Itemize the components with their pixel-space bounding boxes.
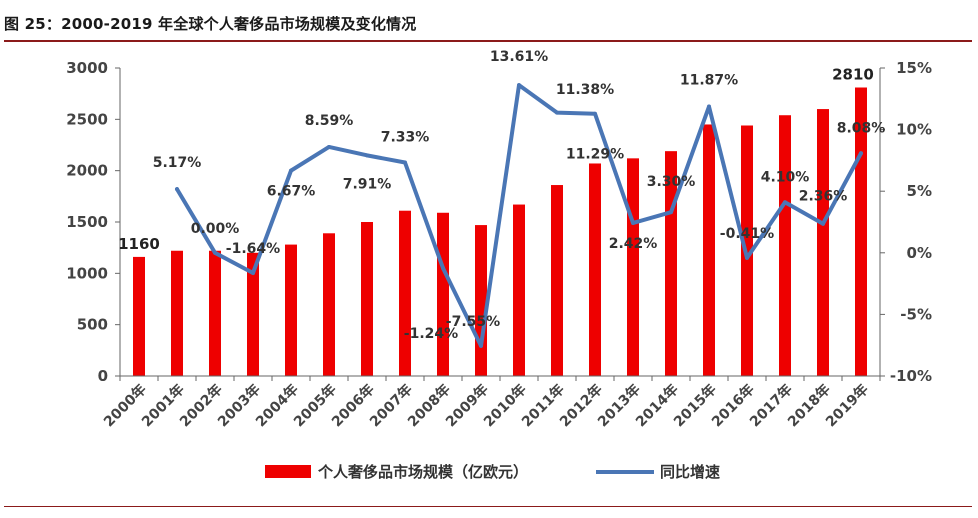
left-tick-label-3: 1500 xyxy=(66,213,108,231)
left-tick-label-2: 1000 xyxy=(66,264,108,282)
growth-point-18 xyxy=(821,221,825,226)
left-tick-label-5: 2500 xyxy=(66,110,108,128)
footer-rule xyxy=(4,506,972,507)
growth-point-12 xyxy=(593,111,597,116)
growth-point-9 xyxy=(479,343,483,348)
right-tick-label-3: 5% xyxy=(907,182,932,200)
bar-15 xyxy=(703,124,715,376)
legend-label-line: 同比增速 xyxy=(660,463,720,481)
right-tick-label-1: -5% xyxy=(900,305,932,323)
figure-title: 图 25：2000-2019 年全球个人奢侈品市场规模及变化情况 xyxy=(4,15,417,33)
growth-label-17: 4.10% xyxy=(761,169,810,185)
growth-point-5 xyxy=(327,144,331,149)
growth-point-6 xyxy=(365,153,369,158)
legend-label-bar: 个人奢侈品市场规模（亿欧元） xyxy=(317,463,528,481)
growth-point-11 xyxy=(555,110,559,115)
growth-point-1 xyxy=(175,187,179,192)
growth-point-3 xyxy=(251,271,255,276)
left-tick-label-4: 2000 xyxy=(66,162,108,180)
growth-point-17 xyxy=(783,200,787,205)
growth-label-1: 5.17% xyxy=(153,155,202,171)
bar-label-19: 2810 xyxy=(832,66,874,84)
growth-label-9: -7.55% xyxy=(446,314,500,330)
growth-label-3: -1.64% xyxy=(226,241,280,257)
growth-label-4: 6.67% xyxy=(267,184,316,200)
growth-label-8: -1.24% xyxy=(404,326,458,342)
bar-5 xyxy=(323,233,335,376)
right-tick-label-4: 10% xyxy=(896,121,932,139)
bar-8 xyxy=(437,212,449,376)
growth-point-15 xyxy=(707,104,711,109)
growth-label-16: -0.41% xyxy=(720,226,774,242)
growth-label-14: 3.30% xyxy=(647,174,696,190)
growth-point-7 xyxy=(403,160,407,165)
left-tick-label-6: 3000 xyxy=(66,59,108,77)
growth-point-19 xyxy=(859,151,863,156)
legend-swatch-bar xyxy=(265,465,311,478)
x-tick-label-19: 2019年 xyxy=(822,381,871,430)
growth-point-10 xyxy=(517,83,521,88)
bar-18 xyxy=(817,109,829,377)
growth-point-4 xyxy=(289,168,293,173)
growth-point-2 xyxy=(213,250,217,255)
bar-label-0: 1160 xyxy=(118,235,160,253)
growth-label-15: 11.87% xyxy=(680,73,738,89)
labels-layer: 5.17% 0.00% -1.64% 6.67% 8.59% 7.91% 7.33% -1.2… xyxy=(118,49,885,342)
growth-point-8 xyxy=(441,266,445,271)
bar-7 xyxy=(399,210,411,376)
bar-13 xyxy=(627,158,639,376)
bar-2 xyxy=(209,250,221,376)
bar-11 xyxy=(551,185,563,376)
bar-3 xyxy=(247,252,259,376)
growth-label-19: 8.08% xyxy=(837,120,886,136)
bar-17 xyxy=(779,115,791,376)
growth-label-10: 13.61% xyxy=(490,49,548,65)
bar-12 xyxy=(589,163,601,376)
growth-label-6: 7.91% xyxy=(343,176,392,192)
left-tick-label-1: 500 xyxy=(77,316,108,334)
bar-0 xyxy=(133,256,145,376)
growth-label-11: 11.38% xyxy=(556,82,614,98)
growth-label-2: 0.00% xyxy=(191,221,240,237)
right-tick-label-5: 15% xyxy=(896,59,932,77)
growth-point-13 xyxy=(631,220,635,225)
growth-label-12: 11.29% xyxy=(566,147,624,163)
bar-6 xyxy=(361,222,373,376)
title-rule xyxy=(4,40,972,42)
axes-layer: 0 500 1000 1500 2000 2500 3000 -10% -5% 0% 5% 10% 15… xyxy=(66,59,932,430)
bar-10 xyxy=(513,204,525,376)
growth-point-16 xyxy=(745,255,749,260)
bar-4 xyxy=(285,244,297,376)
growth-label-5: 8.59% xyxy=(305,113,354,129)
growth-label-7: 7.33% xyxy=(381,129,430,145)
line-layer xyxy=(175,83,863,348)
bar-9 xyxy=(475,225,487,376)
legend: 个人奢侈品市场规模（亿欧元） 同比增速 xyxy=(265,463,720,481)
left-tick-label-0: 0 xyxy=(98,367,108,385)
right-tick-label-2: 0% xyxy=(907,244,932,262)
growth-point-14 xyxy=(669,210,673,215)
growth-label-18: 2.36% xyxy=(799,189,848,205)
right-tick-label-0: -10% xyxy=(890,367,932,385)
bar-1 xyxy=(171,250,183,376)
growth-label-13: 2.42% xyxy=(609,236,658,252)
